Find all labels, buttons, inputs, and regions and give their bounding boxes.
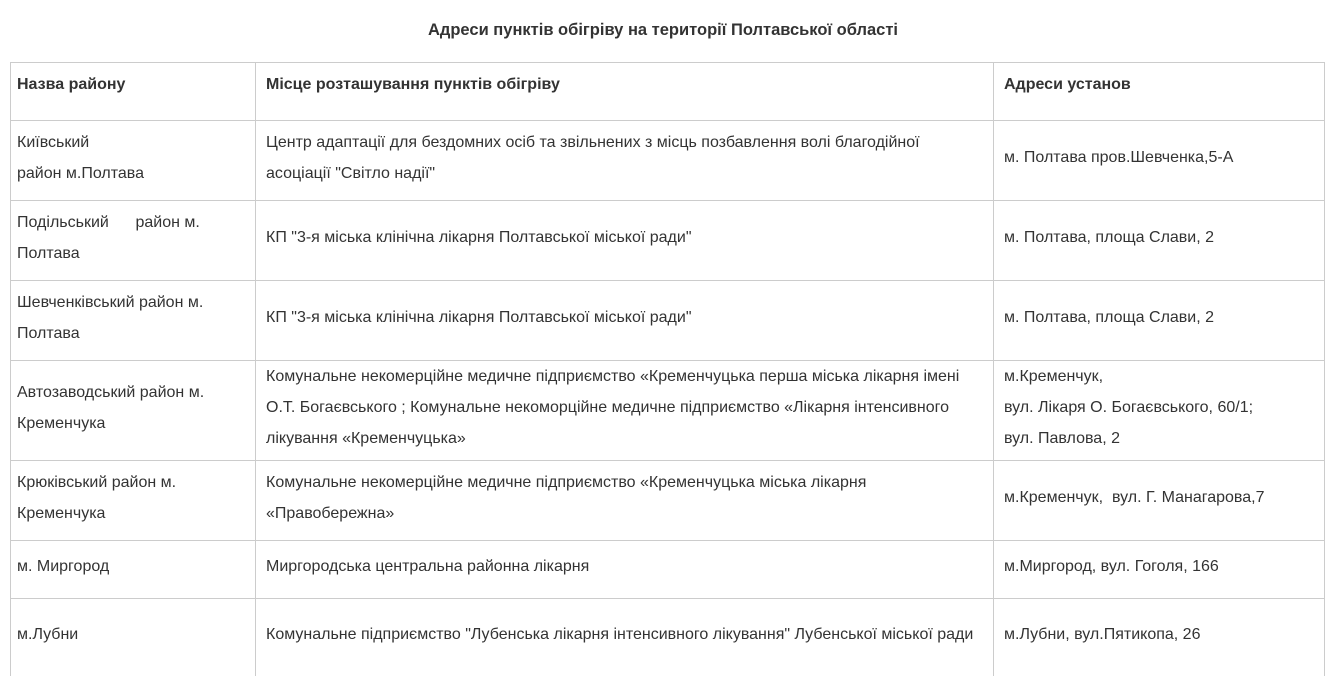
district-cell: Шевченківський район м. Полтава: [10, 280, 256, 361]
district-cell: м.Лубни: [10, 598, 256, 676]
table-row: Київський район м.Полтава Центр адаптаці…: [10, 120, 1325, 201]
table-row: м.Лубни Комунальне підприємство "Лубенсь…: [10, 598, 1325, 676]
district-cell: Крюківський район м. Кременчука: [10, 460, 256, 541]
district-cell: м. Миргород: [10, 540, 256, 599]
column-header-address: Адреси установ: [993, 62, 1325, 121]
address-cell: м. Полтава пров.Шевченка,5-А: [993, 120, 1325, 201]
district-cell: Київський район м.Полтава: [10, 120, 256, 201]
heating-points-table: Назва району Місце розташування пунктів …: [10, 62, 1325, 676]
district-cell: Автозаводський район м. Кременчука: [10, 360, 256, 461]
table-row: Крюківський район м. Кременчука Комуналь…: [10, 460, 1325, 541]
table-row: м. Миргород Миргородська центральна райо…: [10, 540, 1325, 599]
address-cell: м. Полтава, площа Слави, 2: [993, 200, 1325, 281]
page-title: Адреси пунктів обігріву на території Пол…: [427, 21, 899, 39]
location-cell: Миргородська центральна районна лікарня: [255, 540, 994, 599]
table-header-row: Назва району Місце розташування пунктів …: [10, 62, 1325, 121]
address-cell: м.Кременчук, вул. Лікаря О. Богаєвського…: [993, 360, 1325, 461]
table-row: Подільський район м. Полтава КП "3-я міс…: [10, 200, 1325, 281]
location-cell: КП "3-я міська клінічна лікарня Полтавсь…: [255, 200, 994, 281]
address-cell: м.Лубни, вул.Пятикопа, 26: [993, 598, 1325, 676]
district-cell: Подільський район м. Полтава: [10, 200, 256, 281]
location-cell: Центр адаптації для бездомних осіб та зв…: [255, 120, 994, 201]
location-cell: КП "3-я міська клінічна лікарня Полтавсь…: [255, 280, 994, 361]
location-cell: Комунальне некомерційне медичне підприєм…: [255, 460, 994, 541]
column-header-district: Назва району: [10, 62, 256, 121]
table-row: Шевченківський район м. Полтава КП "3-я …: [10, 280, 1325, 361]
location-cell: Комунальне підприємство "Лубенська лікар…: [255, 598, 994, 676]
address-cell: м.Миргород, вул. Гоголя, 166: [993, 540, 1325, 599]
address-cell: м.Кременчук, вул. Г. Манагарова,7: [993, 460, 1325, 541]
table-row: Автозаводський район м. Кременчука Комун…: [10, 360, 1325, 461]
address-cell: м. Полтава, площа Слави, 2: [993, 280, 1325, 361]
location-cell: Комунальне некомерційне медичне підприєм…: [255, 360, 994, 461]
column-header-location: Місце розташування пунктів обігріву: [255, 62, 994, 121]
